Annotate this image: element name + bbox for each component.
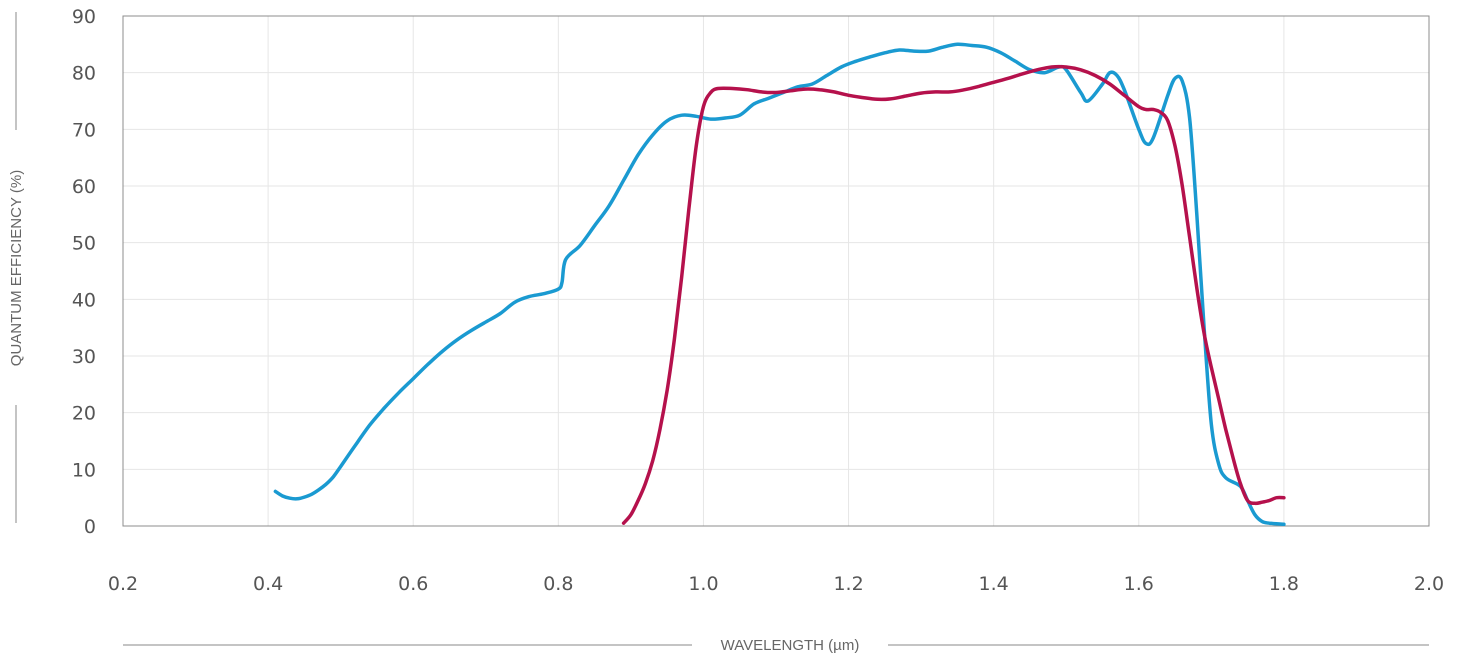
y-tick-label: 20	[72, 403, 96, 425]
x-tick-label: 0.6	[398, 573, 428, 595]
series-line-2	[621, 64, 1286, 525]
x-tick-label: 1.8	[1269, 573, 1299, 595]
y-axis-title: QUANTUM EFFICIENCY (%)	[8, 170, 25, 366]
series-lines	[273, 42, 1286, 527]
y-tick-label: 90	[72, 6, 96, 28]
y-tick-label: 40	[72, 289, 96, 311]
x-tick-label: 1.4	[979, 573, 1009, 595]
x-tick-label: 0.2	[108, 573, 138, 595]
y-tick-label: 0	[84, 516, 96, 538]
x-tick-label: 0.8	[543, 573, 573, 595]
x-tick-label: 2.0	[1414, 573, 1444, 595]
y-tick-label: 30	[72, 346, 96, 368]
series-line-1	[273, 42, 1286, 527]
x-tick-label: 0.4	[253, 573, 283, 595]
x-tick-label: 1.0	[688, 573, 718, 595]
y-tick-label: 70	[72, 119, 96, 141]
y-tick-label: 80	[72, 63, 96, 85]
y-tick-label: 10	[72, 459, 96, 481]
y-tick-labels: 0 10 20 30 40 50 60 70 80 90	[72, 6, 96, 538]
x-tick-label: 1.2	[833, 573, 863, 595]
x-tick-labels: 0.2 0.4 0.6 0.8 1.0 1.2 1.4 1.6 1.8 2.0	[108, 573, 1444, 595]
x-axis-title: WAVELENGTH (µm)	[721, 637, 860, 654]
x-tick-label: 1.6	[1124, 573, 1154, 595]
y-tick-label: 50	[72, 233, 96, 255]
y-tick-label: 60	[72, 176, 96, 198]
plot-frame	[122, 15, 1430, 527]
